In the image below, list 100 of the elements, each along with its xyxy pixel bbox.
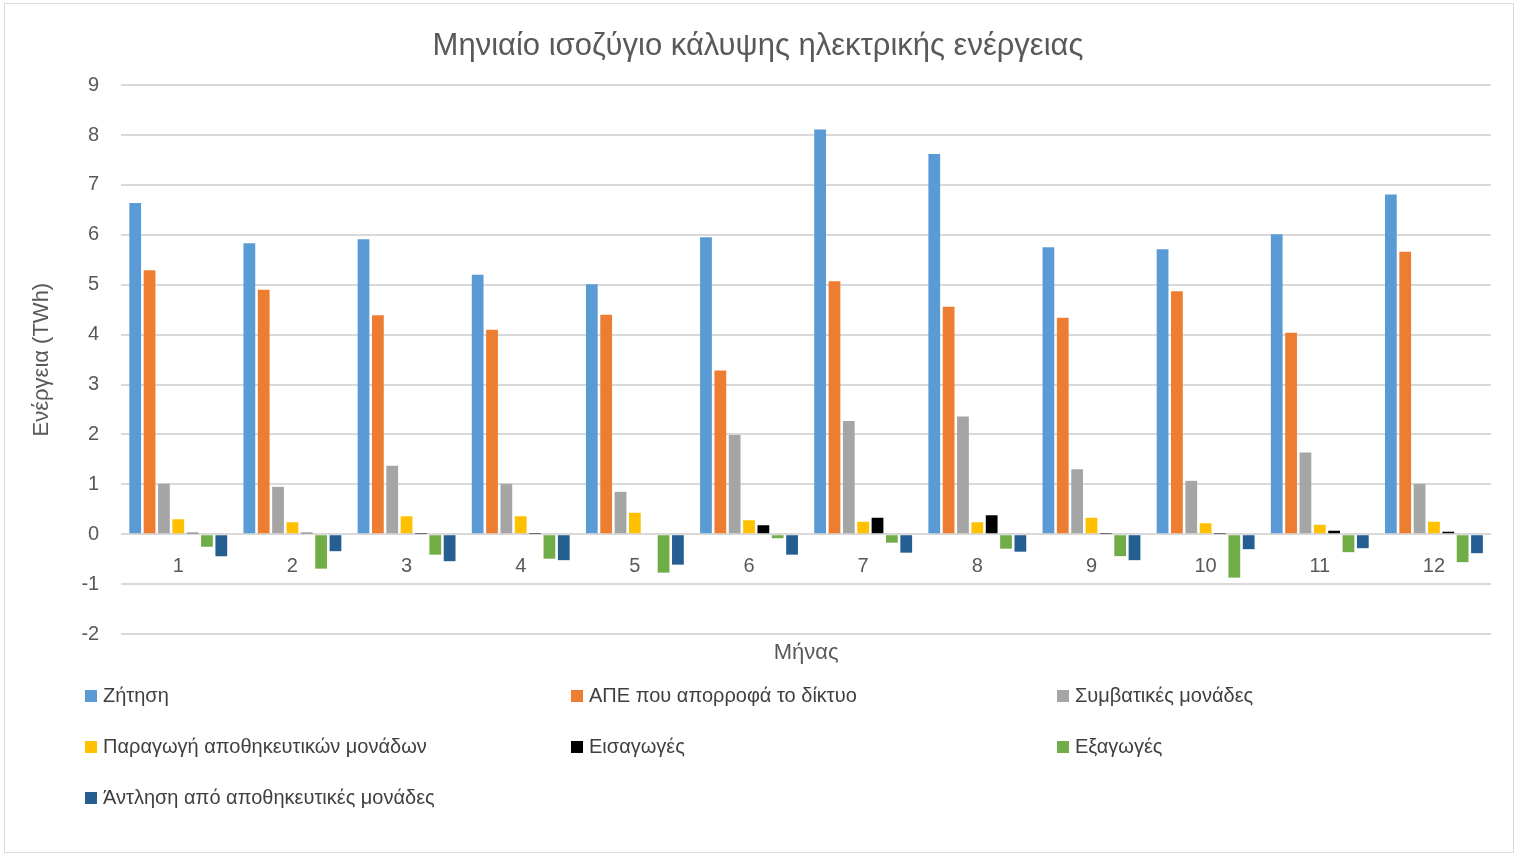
bar [1428, 521, 1440, 534]
bar [1313, 524, 1326, 534]
bar [443, 535, 456, 562]
x-tick-label: 12 [1422, 553, 1446, 576]
bar [985, 515, 998, 534]
bar [714, 370, 727, 534]
bar [201, 535, 213, 547]
y-tick-label: 3 [88, 372, 100, 395]
x-tick-label: 1 [172, 553, 184, 576]
y-axis-title: Ενέργεια (TWh) [28, 282, 54, 437]
bar [1071, 469, 1083, 534]
bar [371, 315, 384, 534]
bar [957, 416, 969, 534]
bar [400, 516, 413, 534]
bar [158, 483, 170, 534]
bar [486, 329, 498, 534]
bar [786, 535, 798, 555]
bar [557, 535, 570, 561]
bar [1356, 535, 1369, 549]
y-tick-label: 1 [88, 471, 100, 494]
bar [1384, 194, 1397, 534]
bar [243, 243, 256, 534]
bar [657, 535, 670, 573]
x-tick-label: 11 [1309, 553, 1331, 576]
bar [942, 306, 955, 534]
bar [1270, 234, 1283, 534]
bar [600, 314, 613, 534]
bar [286, 522, 299, 534]
bar [471, 274, 484, 534]
y-tick-label: 5 [88, 272, 100, 295]
bar [743, 520, 755, 534]
x-tick-label: 7 [857, 553, 869, 576]
bar [143, 270, 156, 534]
bar [1128, 535, 1141, 561]
bar [1171, 291, 1183, 534]
x-tick-label: 4 [515, 553, 527, 576]
bar [1185, 480, 1198, 534]
bar [700, 237, 712, 534]
bar [1285, 332, 1297, 534]
y-tick-label: 8 [88, 122, 100, 145]
bar [129, 202, 142, 534]
bar [814, 129, 826, 534]
bar [1228, 535, 1241, 578]
bar [257, 289, 270, 534]
bar [757, 525, 770, 534]
bar [514, 516, 527, 534]
y-tick-label: 4 [88, 322, 100, 345]
bar [871, 517, 884, 534]
y-tick-label: 2 [88, 421, 100, 444]
bar [1413, 483, 1426, 534]
chart-title: Μηνιαίο ισοζύγιο κάλυψης ηλεκτρικής ενέργειας [432, 27, 1084, 63]
x-tick-label: 3 [401, 553, 413, 576]
x-tick-label: 9 [1085, 553, 1098, 576]
legend-label: Εισαγωγές [589, 735, 685, 758]
legend-label: Άντληση από αποθηκευτικές μονάδες [103, 786, 435, 809]
bar [842, 420, 855, 534]
x-tick-label: 10 [1194, 553, 1217, 576]
bar [614, 491, 627, 534]
y-tick-label: 7 [88, 172, 100, 195]
x-tick-label: 6 [743, 553, 755, 576]
bar [386, 465, 399, 534]
bar [585, 284, 598, 534]
bar [500, 483, 513, 534]
legend-label: ΑΠΕ που απορροφά το δίκτυο [589, 684, 857, 707]
bar [215, 535, 228, 557]
bar [1399, 251, 1412, 534]
bar [1199, 523, 1212, 534]
bar [1114, 535, 1127, 557]
x-tick-label: 8 [971, 553, 983, 576]
bar [315, 535, 327, 569]
bar [628, 512, 641, 534]
bar [672, 535, 684, 565]
bar [1242, 535, 1255, 550]
bar [885, 535, 898, 543]
y-tick-label: 0 [88, 521, 100, 544]
bar [900, 535, 913, 553]
x-tick-label: 2 [286, 553, 298, 576]
bar [329, 535, 342, 552]
bar [771, 535, 784, 539]
bar [357, 239, 370, 534]
bar [857, 521, 870, 534]
bar [971, 522, 984, 534]
bar [1299, 452, 1312, 534]
bar [1085, 517, 1098, 534]
bar [1042, 247, 1055, 534]
y-tick-label: 6 [88, 222, 100, 245]
legend-label: Συμβατικές μονάδες [1075, 684, 1254, 707]
x-tick-label: 5 [629, 553, 641, 576]
bar [429, 535, 442, 555]
bar [1456, 535, 1469, 563]
bar [828, 281, 841, 534]
y-tick-label: 9 [88, 72, 100, 95]
bar [728, 434, 741, 534]
bar [1056, 317, 1069, 534]
y-tick-label: -1 [81, 571, 100, 594]
bar [1471, 535, 1483, 554]
bar [1000, 535, 1012, 549]
bar [1156, 249, 1169, 534]
bar [543, 535, 556, 559]
legend-label: Εξαγωγές [1075, 735, 1163, 758]
